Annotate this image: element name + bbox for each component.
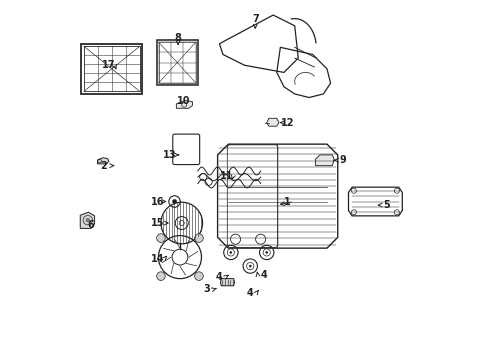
Circle shape xyxy=(86,219,89,222)
Text: 1: 1 xyxy=(284,197,290,207)
Text: 15: 15 xyxy=(151,218,164,228)
Circle shape xyxy=(156,272,165,280)
Text: 4: 4 xyxy=(216,272,223,282)
Polygon shape xyxy=(266,118,278,126)
Text: 5: 5 xyxy=(382,200,389,210)
Circle shape xyxy=(229,251,231,253)
Text: 4: 4 xyxy=(260,270,267,280)
Text: 3: 3 xyxy=(203,284,210,294)
Polygon shape xyxy=(97,158,109,164)
Circle shape xyxy=(175,217,188,229)
Text: 6: 6 xyxy=(87,220,94,230)
Text: 4: 4 xyxy=(246,288,253,298)
Text: 12: 12 xyxy=(280,118,294,128)
Polygon shape xyxy=(315,155,333,166)
Text: 14: 14 xyxy=(151,254,164,264)
Text: 13: 13 xyxy=(162,150,176,160)
Text: 2: 2 xyxy=(101,161,107,171)
Circle shape xyxy=(194,272,203,280)
Circle shape xyxy=(249,265,251,267)
Text: 16: 16 xyxy=(151,197,164,207)
Circle shape xyxy=(265,251,267,253)
Text: 10: 10 xyxy=(177,96,190,106)
Text: 7: 7 xyxy=(251,14,258,24)
Polygon shape xyxy=(220,279,234,286)
Text: 11: 11 xyxy=(220,171,233,181)
Circle shape xyxy=(172,199,176,204)
Text: 17: 17 xyxy=(102,60,115,70)
Polygon shape xyxy=(80,212,94,228)
Circle shape xyxy=(194,234,203,242)
Circle shape xyxy=(172,249,187,265)
Circle shape xyxy=(156,234,165,242)
Text: 8: 8 xyxy=(174,33,181,43)
FancyBboxPatch shape xyxy=(172,134,199,165)
Text: 9: 9 xyxy=(339,155,346,165)
Polygon shape xyxy=(176,100,192,108)
